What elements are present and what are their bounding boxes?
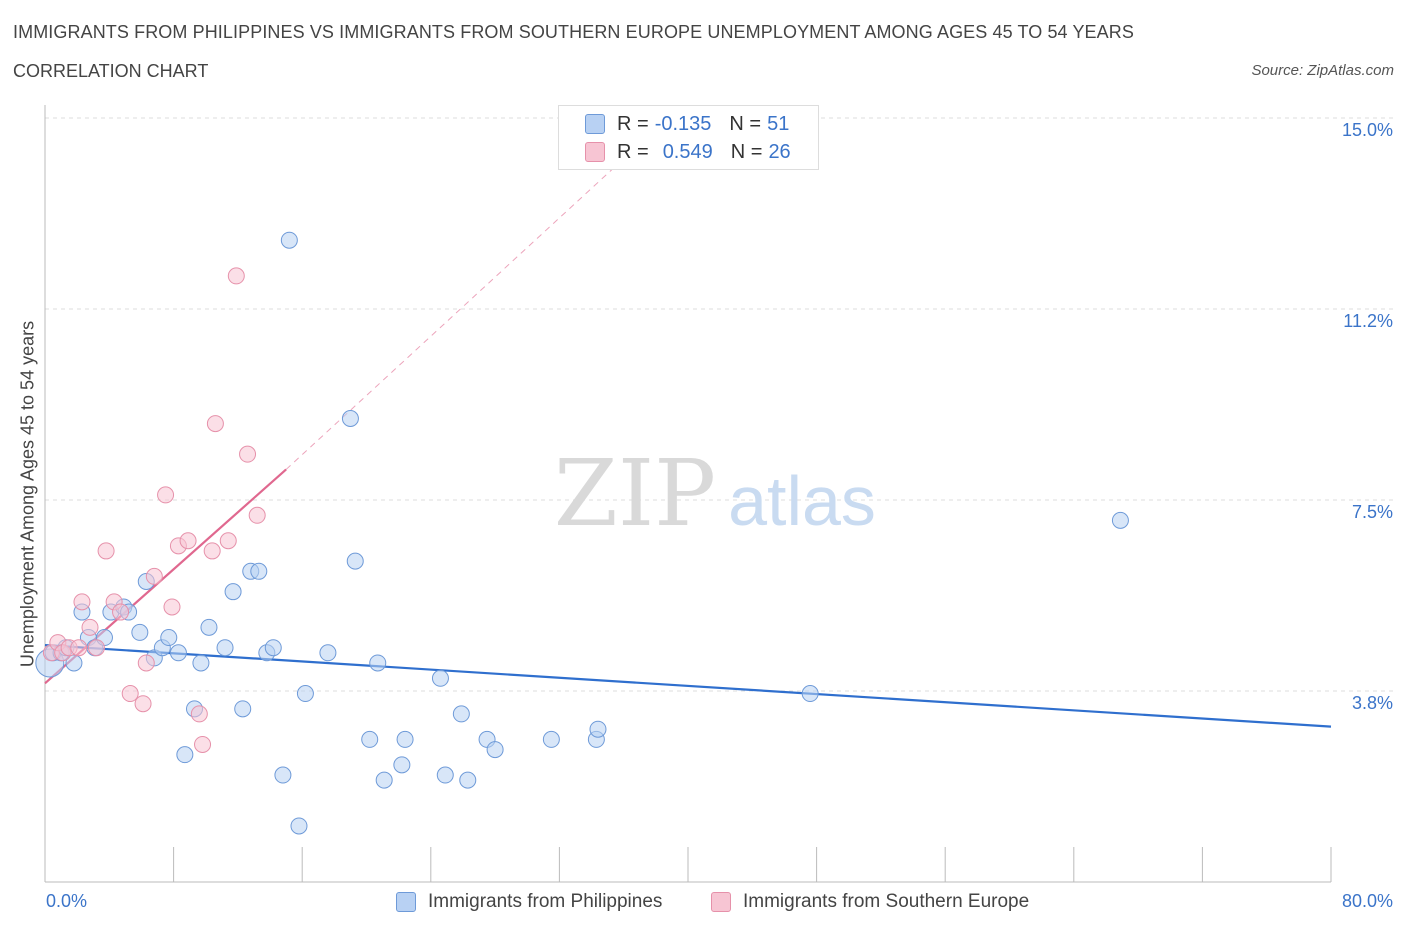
legend-r-label: R = (617, 112, 649, 135)
point-philippines (224, 583, 242, 601)
point-philippines (396, 730, 414, 748)
axes (44, 105, 1332, 883)
chart-title: IMMIGRANTS FROM PHILIPPINES VS IMMIGRANT… (13, 22, 1134, 42)
point-southern-europe (203, 542, 221, 560)
bottom-legend-southern-europe[interactable]: Immigrants from Southern Europe (711, 890, 1029, 914)
point-southern-europe (157, 486, 175, 504)
point-philippines (216, 639, 234, 657)
legend-swatch-blue (585, 114, 605, 134)
point-philippines (169, 644, 187, 662)
gridlines (45, 117, 1393, 692)
legend-row-philippines: R = -0.135 N = 51 (585, 111, 789, 137)
legend-row-southern-europe: R = 0.549 N = 26 (585, 139, 791, 165)
point-philippines (234, 700, 252, 718)
point-philippines (250, 562, 268, 580)
legend-swatch-blue (396, 892, 416, 912)
correlation-legend: R = -0.135 N = 51 R = 0.549 N = 26 (558, 105, 819, 170)
point-philippines (375, 771, 393, 789)
point-southern-europe (248, 506, 266, 524)
watermark-zip: ZIP (554, 440, 716, 547)
point-southern-europe (112, 603, 130, 621)
point-philippines (296, 685, 314, 703)
point-southern-europe (134, 695, 152, 713)
point-philippines (274, 766, 292, 784)
legend-n-label: N = (729, 112, 762, 135)
point-philippines (346, 552, 364, 570)
data-points (35, 231, 1129, 835)
point-philippines (369, 654, 387, 672)
x-tick-label-min: 0.0% (46, 891, 88, 911)
point-philippines (319, 644, 337, 662)
trendline-philippines (44, 644, 1332, 728)
point-philippines (393, 756, 411, 774)
watermark-atlas: atlas (728, 462, 876, 540)
point-southern-europe (137, 654, 155, 672)
point-southern-europe (145, 567, 163, 585)
point-philippines (192, 654, 210, 672)
point-philippines (431, 669, 449, 687)
point-philippines (65, 654, 83, 672)
point-southern-europe (81, 618, 99, 636)
chart-subtitle: CORRELATION CHART (13, 61, 209, 81)
point-philippines (801, 685, 819, 703)
point-philippines (200, 618, 218, 636)
y-tick-label: 15.0% (1341, 120, 1393, 140)
point-philippines (131, 623, 149, 641)
point-philippines (264, 639, 282, 657)
point-philippines (436, 766, 454, 784)
point-philippines (1111, 511, 1129, 529)
point-philippines (280, 231, 298, 249)
bottom-legend-philippines[interactable]: Immigrants from Philippines (396, 890, 662, 914)
point-philippines (341, 410, 359, 428)
point-philippines (452, 705, 470, 723)
point-philippines (542, 730, 560, 748)
point-philippines (160, 629, 178, 647)
legend-n-label: N = (730, 140, 763, 163)
y-tick-label: 3.8% (1351, 693, 1393, 713)
source-note: Source: ZipAtlas.com (1251, 62, 1394, 79)
point-southern-europe (97, 542, 115, 560)
legend-swatch-pink (711, 892, 731, 912)
point-southern-europe (163, 598, 181, 616)
point-philippines (361, 730, 379, 748)
legend-r-value: 0.549 (662, 140, 713, 163)
legend-swatch-pink (585, 142, 605, 162)
point-philippines (176, 746, 194, 764)
legend-series-label: Immigrants from Southern Europe (743, 891, 1030, 912)
point-philippines (589, 720, 607, 738)
y-tick-label: 7.5% (1351, 502, 1393, 522)
point-southern-europe (73, 593, 91, 611)
point-philippines (290, 817, 308, 835)
point-southern-europe (206, 415, 224, 433)
legend-r-label: R = (617, 140, 649, 163)
y-tick-label: 11.2% (1343, 311, 1393, 331)
point-southern-europe (239, 445, 257, 463)
point-southern-europe (121, 685, 139, 703)
legend-n-value: 26 (768, 140, 791, 163)
point-southern-europe (87, 639, 105, 657)
y-axis-label: Unemployment Among Ages 45 to 54 years (17, 320, 38, 668)
legend-series-label: Immigrants from Philippines (428, 891, 663, 912)
point-southern-europe (219, 532, 237, 550)
trendline-southern-europe (285, 158, 625, 470)
legend-n-value: 51 (767, 112, 790, 135)
x-tick-label-max: 80.0% (1341, 891, 1393, 911)
point-philippines (486, 741, 504, 759)
point-southern-europe (70, 639, 88, 657)
point-philippines (459, 771, 477, 789)
point-southern-europe (190, 705, 208, 723)
point-southern-europe (227, 267, 245, 285)
legend-r-value: -0.135 (654, 112, 712, 135)
point-southern-europe (179, 532, 197, 550)
point-southern-europe (194, 735, 212, 753)
